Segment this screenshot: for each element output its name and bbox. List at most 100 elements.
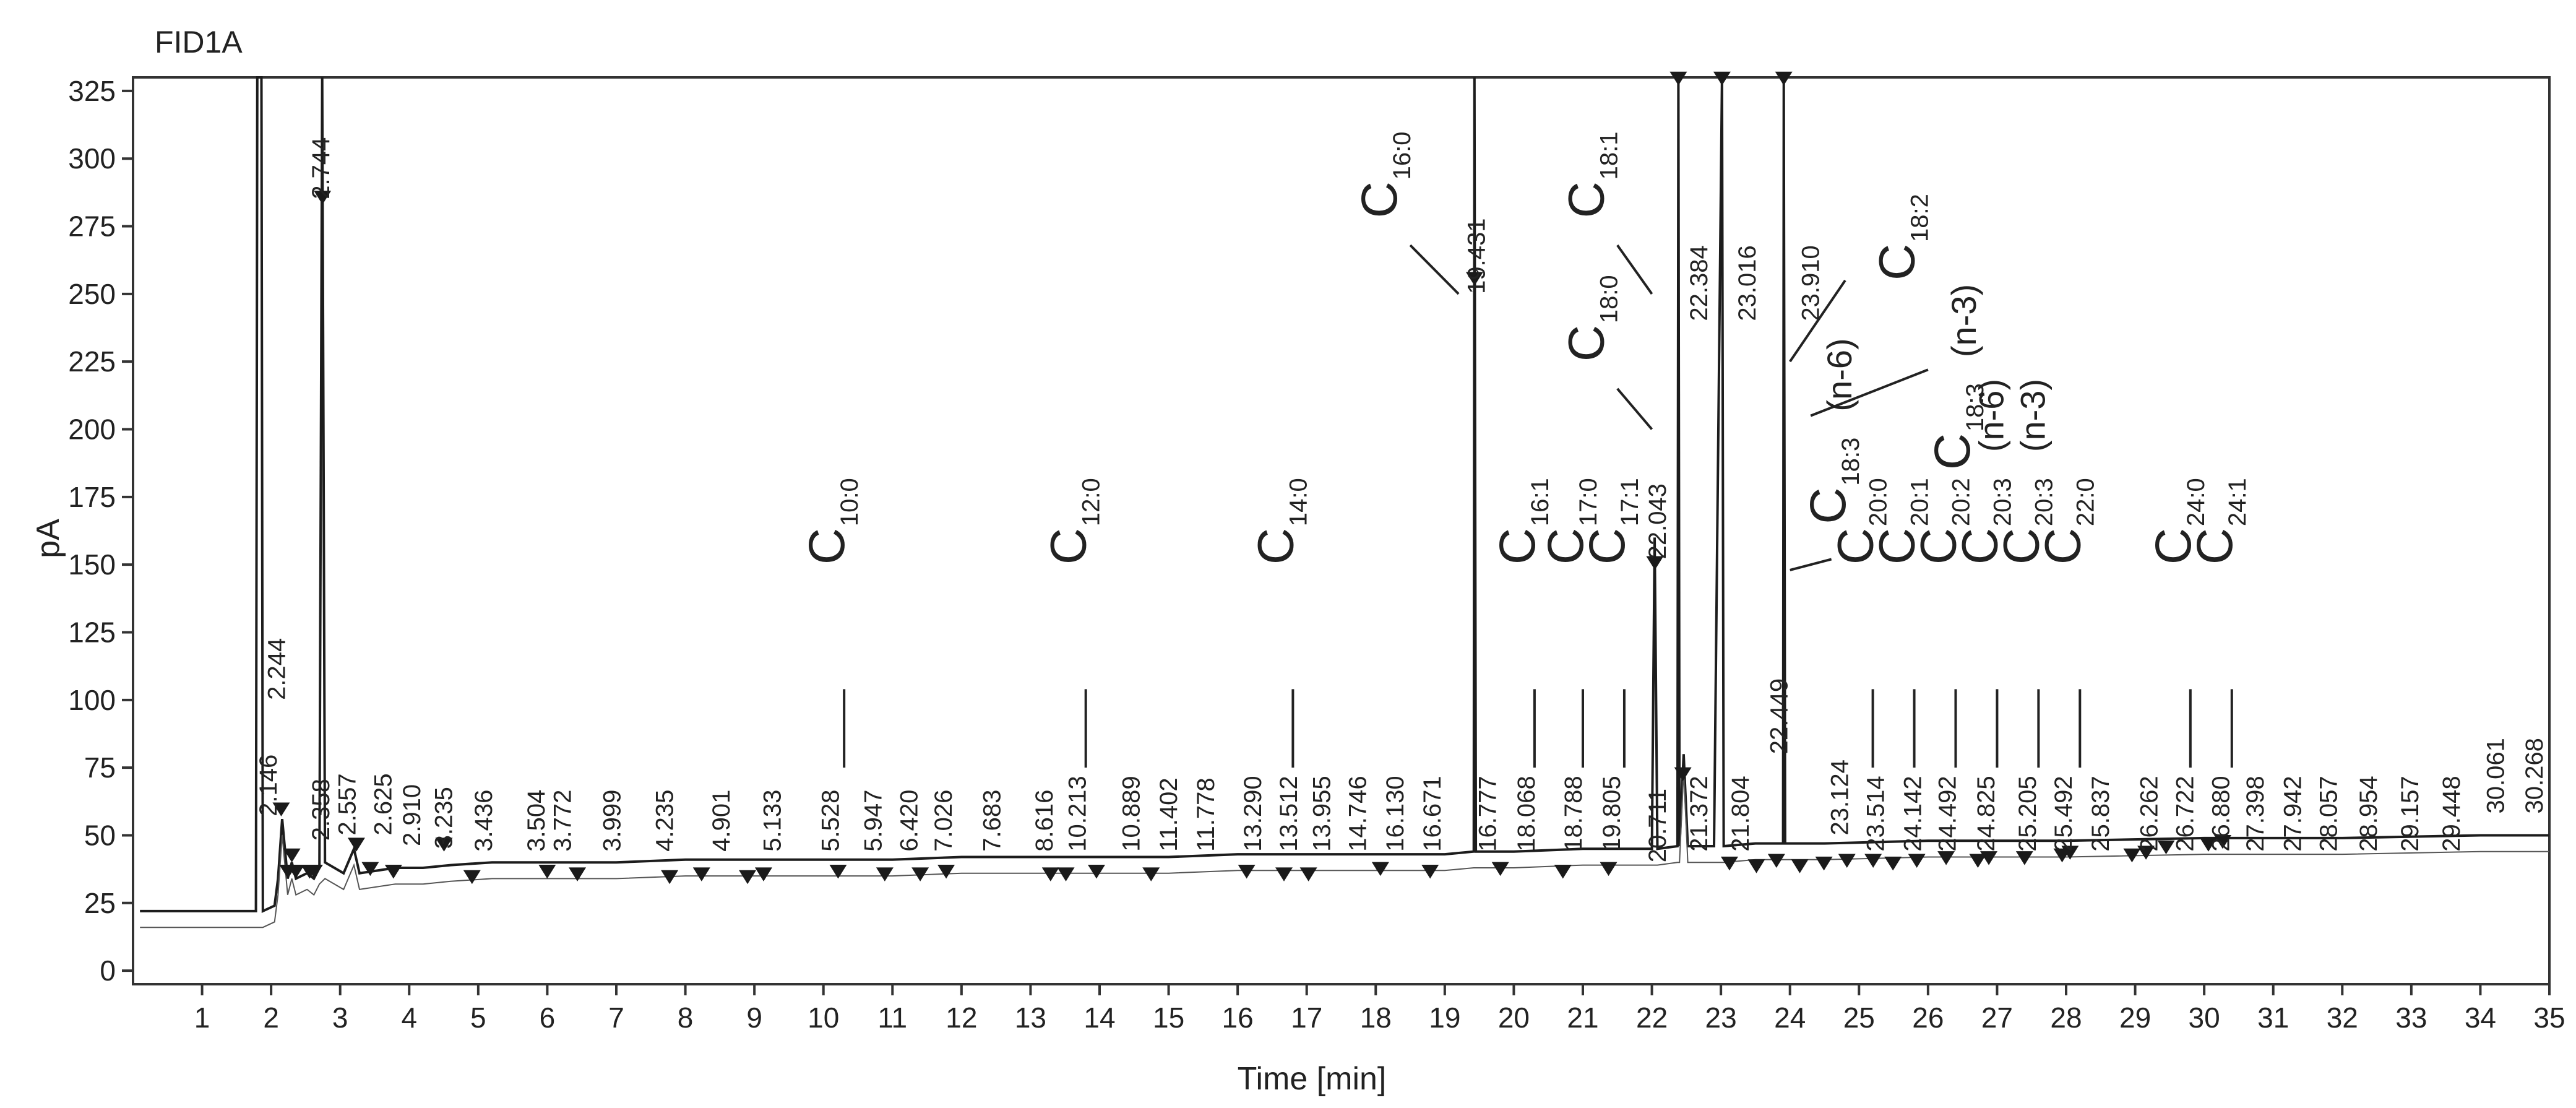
retention-time-label: 21.372 (1686, 776, 1713, 851)
compound-main: C (1869, 528, 1926, 565)
compound-main: C (1247, 528, 1304, 565)
peak-marker (1720, 856, 1738, 871)
compound-main: C (2145, 528, 2202, 565)
compound-annotation: C20:1 (1869, 478, 1934, 565)
y-tick-label: 275 (68, 210, 116, 243)
retention-time-label: 5.947 (859, 790, 887, 852)
retention-time-label: 23.016 (1734, 245, 1761, 321)
peak-marker (1057, 867, 1075, 881)
x-tick-label: 4 (401, 1002, 417, 1034)
y-tick-label: 325 (68, 75, 116, 107)
compound-subscript: 20:2 (1947, 478, 1975, 526)
peak-marker (1767, 854, 1785, 868)
peak-marker (2015, 851, 2033, 865)
peak-marker (1937, 851, 1955, 865)
peak-marker (1864, 854, 1882, 868)
compound-annotation: C20:3 (n-6) (1952, 379, 2016, 565)
x-tick-label: 28 (2050, 1002, 2082, 1034)
peak-marker (1600, 862, 1618, 876)
compound-subscript: 18:2 (1906, 194, 1934, 242)
retention-time-label: 26.722 (2171, 776, 2199, 851)
retention-time-label: 5.528 (817, 790, 844, 852)
retention-time-label: 8.616 (1031, 790, 1058, 852)
x-tick-label: 27 (1981, 1002, 2013, 1034)
compound-annotation: C18:2 (1869, 194, 1934, 280)
compound-subscript: 16:0 (1389, 132, 1416, 180)
compound-subscript: 24:0 (2182, 478, 2210, 526)
peak-marker (2061, 846, 2079, 860)
peak-marker (435, 837, 453, 852)
x-tick-label: 2 (263, 1002, 279, 1034)
fid-trace (140, 76, 2549, 914)
peak-marker (1646, 556, 1664, 570)
x-tick-label: 23 (1705, 1002, 1737, 1034)
retention-time-label: 27.398 (2242, 776, 2269, 851)
compound-main: C (1558, 181, 1614, 218)
x-tick-label: 29 (2119, 1002, 2151, 1034)
x-tick-label: 15 (1153, 1002, 1184, 1034)
peak-marker (347, 837, 365, 852)
x-tick-label: 8 (678, 1002, 694, 1034)
retention-time-label: 13.290 (1239, 776, 1267, 851)
x-tick-label: 16 (1222, 1002, 1254, 1034)
x-tick-label: 20 (1498, 1002, 1530, 1034)
retention-time-label: 3.436 (470, 790, 498, 852)
compound-annotation: C24:1 (2187, 478, 2251, 565)
retention-time-label: 30.268 (2521, 738, 2548, 813)
retention-time-label: 7.026 (930, 790, 957, 852)
peak-marker (1238, 865, 1256, 879)
retention-time-label: 11.402 (1155, 777, 1182, 851)
chart-title: FID1A (155, 25, 243, 59)
x-tick-label: 26 (1912, 1002, 1944, 1034)
peak-marker (384, 865, 402, 879)
peak-marker (1791, 859, 1809, 873)
x-tick-label: 24 (1774, 1002, 1806, 1034)
retention-time-label: 22.043 (1644, 483, 1671, 559)
retention-time-label: 14.746 (1345, 776, 1372, 851)
peak-marker (829, 865, 847, 879)
compound-subscript: 17:0 (1575, 478, 1602, 526)
compound-subscript: 18:3 (1837, 438, 1864, 486)
retention-time-label: 10.889 (1118, 776, 1145, 851)
retention-time-label: 2.358 (308, 779, 335, 841)
compound-main: C (2187, 528, 2243, 565)
compound-annotation: C20:0 (1828, 478, 1892, 565)
peak-marker (538, 865, 556, 879)
compound-main: C (1952, 528, 2008, 565)
x-tick-label: 10 (808, 1002, 839, 1034)
x-tick-label: 25 (1843, 1002, 1875, 1034)
peak-marker (1299, 867, 1317, 881)
y-tick-label: 0 (100, 954, 116, 987)
retention-time-label: 21.804 (1727, 776, 1754, 851)
compound-main: C (2035, 528, 2091, 565)
y-tick-label: 100 (68, 684, 116, 716)
retention-time-label: 28.057 (2315, 776, 2342, 851)
peak-marker (1908, 854, 1926, 868)
compound-subscript: 12:0 (1078, 478, 1105, 526)
compound-annotation: C24:0 (2145, 478, 2210, 565)
peak-marker (754, 867, 772, 881)
peak-marker (361, 862, 379, 876)
compound-leader-line (1616, 387, 1653, 430)
compound-main: C (1538, 528, 1594, 565)
retention-time-label: 3.504 (523, 790, 550, 852)
x-tick-label: 9 (746, 1002, 762, 1034)
compound-main: C (1558, 325, 1614, 361)
y-tick-label: 75 (84, 751, 116, 784)
compound-main: C (1993, 528, 2049, 565)
compound-annotation: C16:0 (1351, 132, 1416, 219)
x-tick-label: 13 (1015, 1002, 1046, 1034)
compound-leader-line (1616, 244, 1653, 295)
y-tick-label: 50 (84, 819, 116, 851)
compound-subscript: 18:0 (1595, 275, 1622, 323)
x-tick-label: 34 (2465, 1002, 2496, 1034)
compound-subscript: 16:1 (1527, 478, 1554, 526)
compound-suffix: (n-3) (1944, 284, 1983, 357)
retention-time-label: 24.825 (1973, 776, 2000, 851)
peak-marker (1041, 867, 1059, 881)
retention-time-label: 19.431 (1463, 219, 1491, 294)
compound-annotation: C20:3 (n-3) (1993, 379, 2057, 565)
retention-time-label: 5.133 (759, 790, 786, 852)
x-tick-label: 32 (2327, 1002, 2358, 1034)
